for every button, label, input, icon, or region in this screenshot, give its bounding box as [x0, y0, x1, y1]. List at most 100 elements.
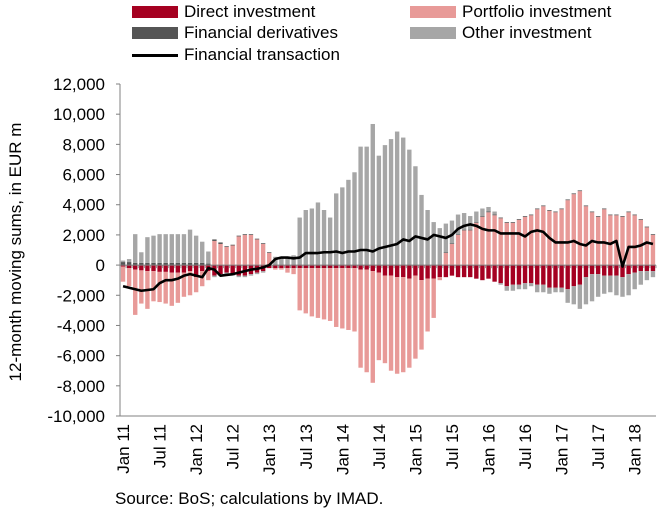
bar-financial-derivatives-77: [589, 211, 595, 213]
bar-financial-derivatives-76: [583, 205, 589, 207]
bar-direct-investment-37: [346, 265, 351, 269]
legend-item-portfolio-investment: Portfolio investment: [410, 2, 611, 22]
bar-financial-derivatives-21: [248, 234, 254, 235]
bar-financial-derivatives-59: [480, 216, 485, 217]
bar-portfolio-investment-82: [620, 216, 625, 266]
bar-direct-investment-33: [321, 265, 327, 269]
bar-financial-derivatives-4: [145, 262, 150, 266]
bar-financial-derivatives-16: [218, 242, 223, 244]
bar-financial-derivatives-64: [510, 222, 516, 223]
x-tick-label-8: Jan 15: [406, 424, 425, 475]
bar-portfolio-investment-50: [425, 278, 430, 332]
bar-portfolio-investment-74: [571, 194, 576, 266]
bar-direct-investment-68: [535, 265, 540, 285]
bar-direct-investment-4: [145, 265, 150, 272]
bar-direct-investment-49: [419, 265, 424, 281]
bar-direct-investment-42: [376, 265, 382, 273]
bar-other-investment-44: [388, 139, 394, 265]
bar-direct-investment-38: [352, 265, 357, 269]
bar-other-investment-11: [187, 229, 193, 263]
bar-portfolio-investment-47: [407, 278, 412, 368]
bar-financial-derivatives-62: [498, 217, 503, 219]
bar-portfolio-investment-79: [602, 209, 607, 266]
bar-financial-derivatives-70: [547, 210, 552, 211]
x-tick-label-2: Jan 12: [187, 424, 206, 475]
bar-other-investment-3: [139, 252, 144, 263]
x-tick-label-13: Jul 17: [589, 424, 608, 469]
bar-portfolio-investment-38: [352, 268, 357, 332]
bar-portfolio-investment-0: [120, 266, 126, 282]
bar-portfolio-investment-68: [535, 209, 540, 266]
bar-direct-investment-8: [169, 265, 174, 273]
bar-portfolio-investment-43: [382, 275, 388, 364]
bar-portfolio-investment-35: [334, 268, 339, 327]
bar-portfolio-investment-3: [139, 270, 144, 304]
bar-portfolio-investment-67: [528, 215, 534, 266]
bar-direct-investment-39: [358, 265, 363, 270]
bar-portfolio-investment-78: [595, 216, 601, 266]
bar-other-investment-49: [419, 194, 424, 265]
bar-financial-derivatives-23: [260, 243, 266, 244]
bar-other-investment-36: [340, 187, 345, 265]
bar-direct-investment-66: [522, 265, 528, 284]
bar-other-investment-69: [541, 284, 546, 293]
bar-financial-derivatives-57: [468, 229, 473, 231]
bar-portfolio-investment-84: [632, 215, 637, 266]
bar-direct-investment-30: [303, 265, 308, 269]
y-tick-label-7: 4,000: [62, 196, 105, 215]
bar-other-investment-33: [321, 210, 327, 265]
bar-direct-investment-69: [541, 265, 546, 285]
legend-item-other-investment: Other investment: [410, 23, 591, 43]
bar-direct-investment-31: [309, 265, 315, 269]
x-tick-label-9: Jul 15: [443, 424, 462, 469]
legend-label-portfolio-investment: Portfolio investment: [462, 2, 612, 21]
bar-direct-investment-51: [431, 265, 436, 279]
bar-financial-derivatives-13: [200, 262, 205, 266]
bar-other-investment-2: [133, 234, 138, 263]
bar-financial-derivatives-71: [553, 211, 558, 213]
bar-other-investment-55: [455, 214, 461, 235]
y-tick-label-8: 6,000: [62, 166, 105, 185]
bar-portfolio-investment-30: [303, 268, 308, 314]
bar-other-investment-41: [370, 123, 375, 265]
bar-portfolio-investment-27: [285, 268, 290, 273]
bar-other-investment-85: [638, 271, 643, 285]
bar-other-investment-10: [181, 234, 187, 263]
bar-financial-derivatives-12: [193, 262, 199, 266]
bar-other-investment-34: [327, 217, 333, 265]
bar-direct-investment-81: [614, 265, 619, 276]
bar-portfolio-investment-16: [218, 243, 223, 266]
bar-other-investment-9: [175, 234, 181, 263]
bar-other-investment-35: [334, 193, 339, 265]
bar-financial-derivatives-2: [133, 262, 138, 266]
legend-label-financial-transaction: Financial transaction: [184, 45, 340, 64]
legend-item-direct-investment: Direct investment: [132, 2, 315, 22]
bar-other-investment-8: [169, 234, 174, 263]
legend-label-financial-derivatives: Financial derivatives: [184, 23, 339, 42]
axes-layer: -10,000 -8,000 -6,000 -4,000 -2,000 0 2,000 4,0…: [47, 75, 657, 475]
bar-portfolio-investment-23: [260, 243, 266, 266]
x-tick-label-11: Jul 16: [516, 424, 535, 469]
bar-direct-investment-70: [547, 265, 552, 288]
bar-direct-investment-18: [230, 265, 235, 275]
bar-financial-derivatives-81: [614, 214, 619, 216]
bar-direct-investment-74: [571, 265, 576, 287]
bars-layer: [120, 123, 656, 383]
bar-other-investment-79: [602, 275, 607, 294]
y-tick-label-9: 8,000: [62, 135, 105, 154]
bar-direct-investment-71: [553, 265, 558, 288]
bar-direct-investment-24: [267, 265, 272, 269]
bar-other-investment-42: [376, 155, 382, 265]
bar-financial-derivatives-0: [120, 262, 126, 266]
bar-other-investment-56: [461, 213, 467, 230]
bar-financial-derivatives-78: [595, 216, 601, 217]
bar-direct-investment-63: [504, 265, 509, 287]
bar-direct-investment-65: [516, 265, 522, 285]
bar-direct-investment-80: [608, 265, 613, 276]
bar-portfolio-investment-51: [431, 278, 436, 318]
bar-portfolio-investment-24: [267, 253, 272, 266]
bar-direct-investment-87: [650, 265, 656, 272]
bar-other-investment-14: [206, 251, 211, 264]
bar-other-investment-37: [346, 179, 351, 265]
y-tick-label-2: -6,000: [57, 347, 105, 366]
